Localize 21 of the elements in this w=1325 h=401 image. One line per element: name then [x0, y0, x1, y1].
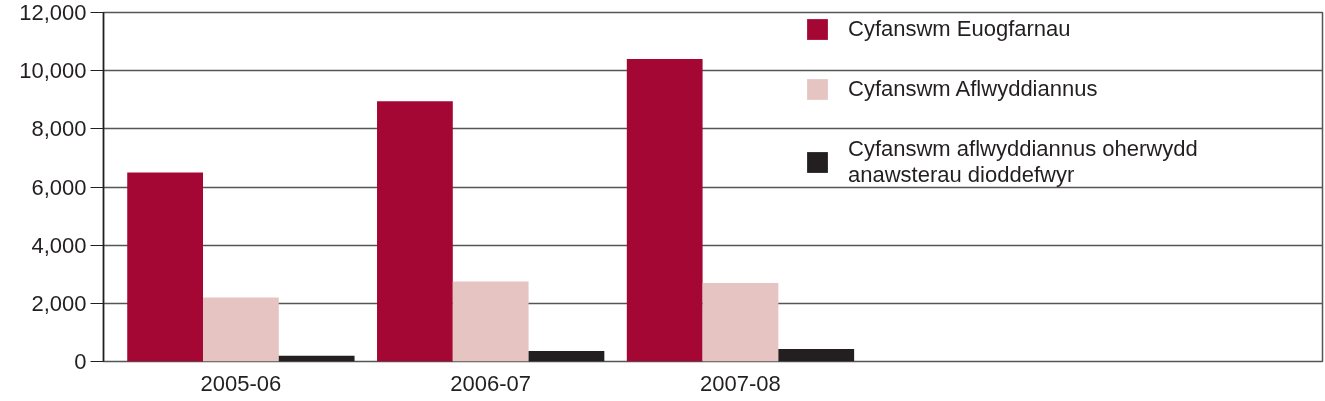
y-tick-label: 10,000 [19, 58, 87, 84]
bar [778, 348, 855, 362]
x-tick-label: 2005-06 [200, 370, 282, 396]
x-tick-label: 2007-08 [700, 370, 781, 396]
bar [452, 281, 529, 362]
x-tick-label: 2006-07 [450, 370, 532, 396]
y-tick-label: 6,000 [31, 174, 87, 200]
bar [377, 101, 453, 362]
legend-label: Cyfanswm Euogfarnau [848, 16, 1072, 42]
bar [626, 59, 703, 362]
y-tick-label: 0 [74, 349, 87, 374]
legend-label: Cyfanswm Aflwyddiannus [848, 76, 1099, 102]
bar [203, 297, 279, 362]
y-tick-label: 4,000 [31, 232, 87, 258]
bar [528, 351, 605, 362]
legend-label: Cyfanswm aflwyddiannus oherwydd anawsterau dioddefwyr [848, 136, 1199, 188]
y-tick-label: 12,000 [19, 0, 87, 25]
y-tick-label: 2,000 [31, 290, 87, 316]
bar [127, 172, 203, 362]
bar [702, 282, 779, 362]
y-tick-label: 8,000 [31, 116, 87, 142]
